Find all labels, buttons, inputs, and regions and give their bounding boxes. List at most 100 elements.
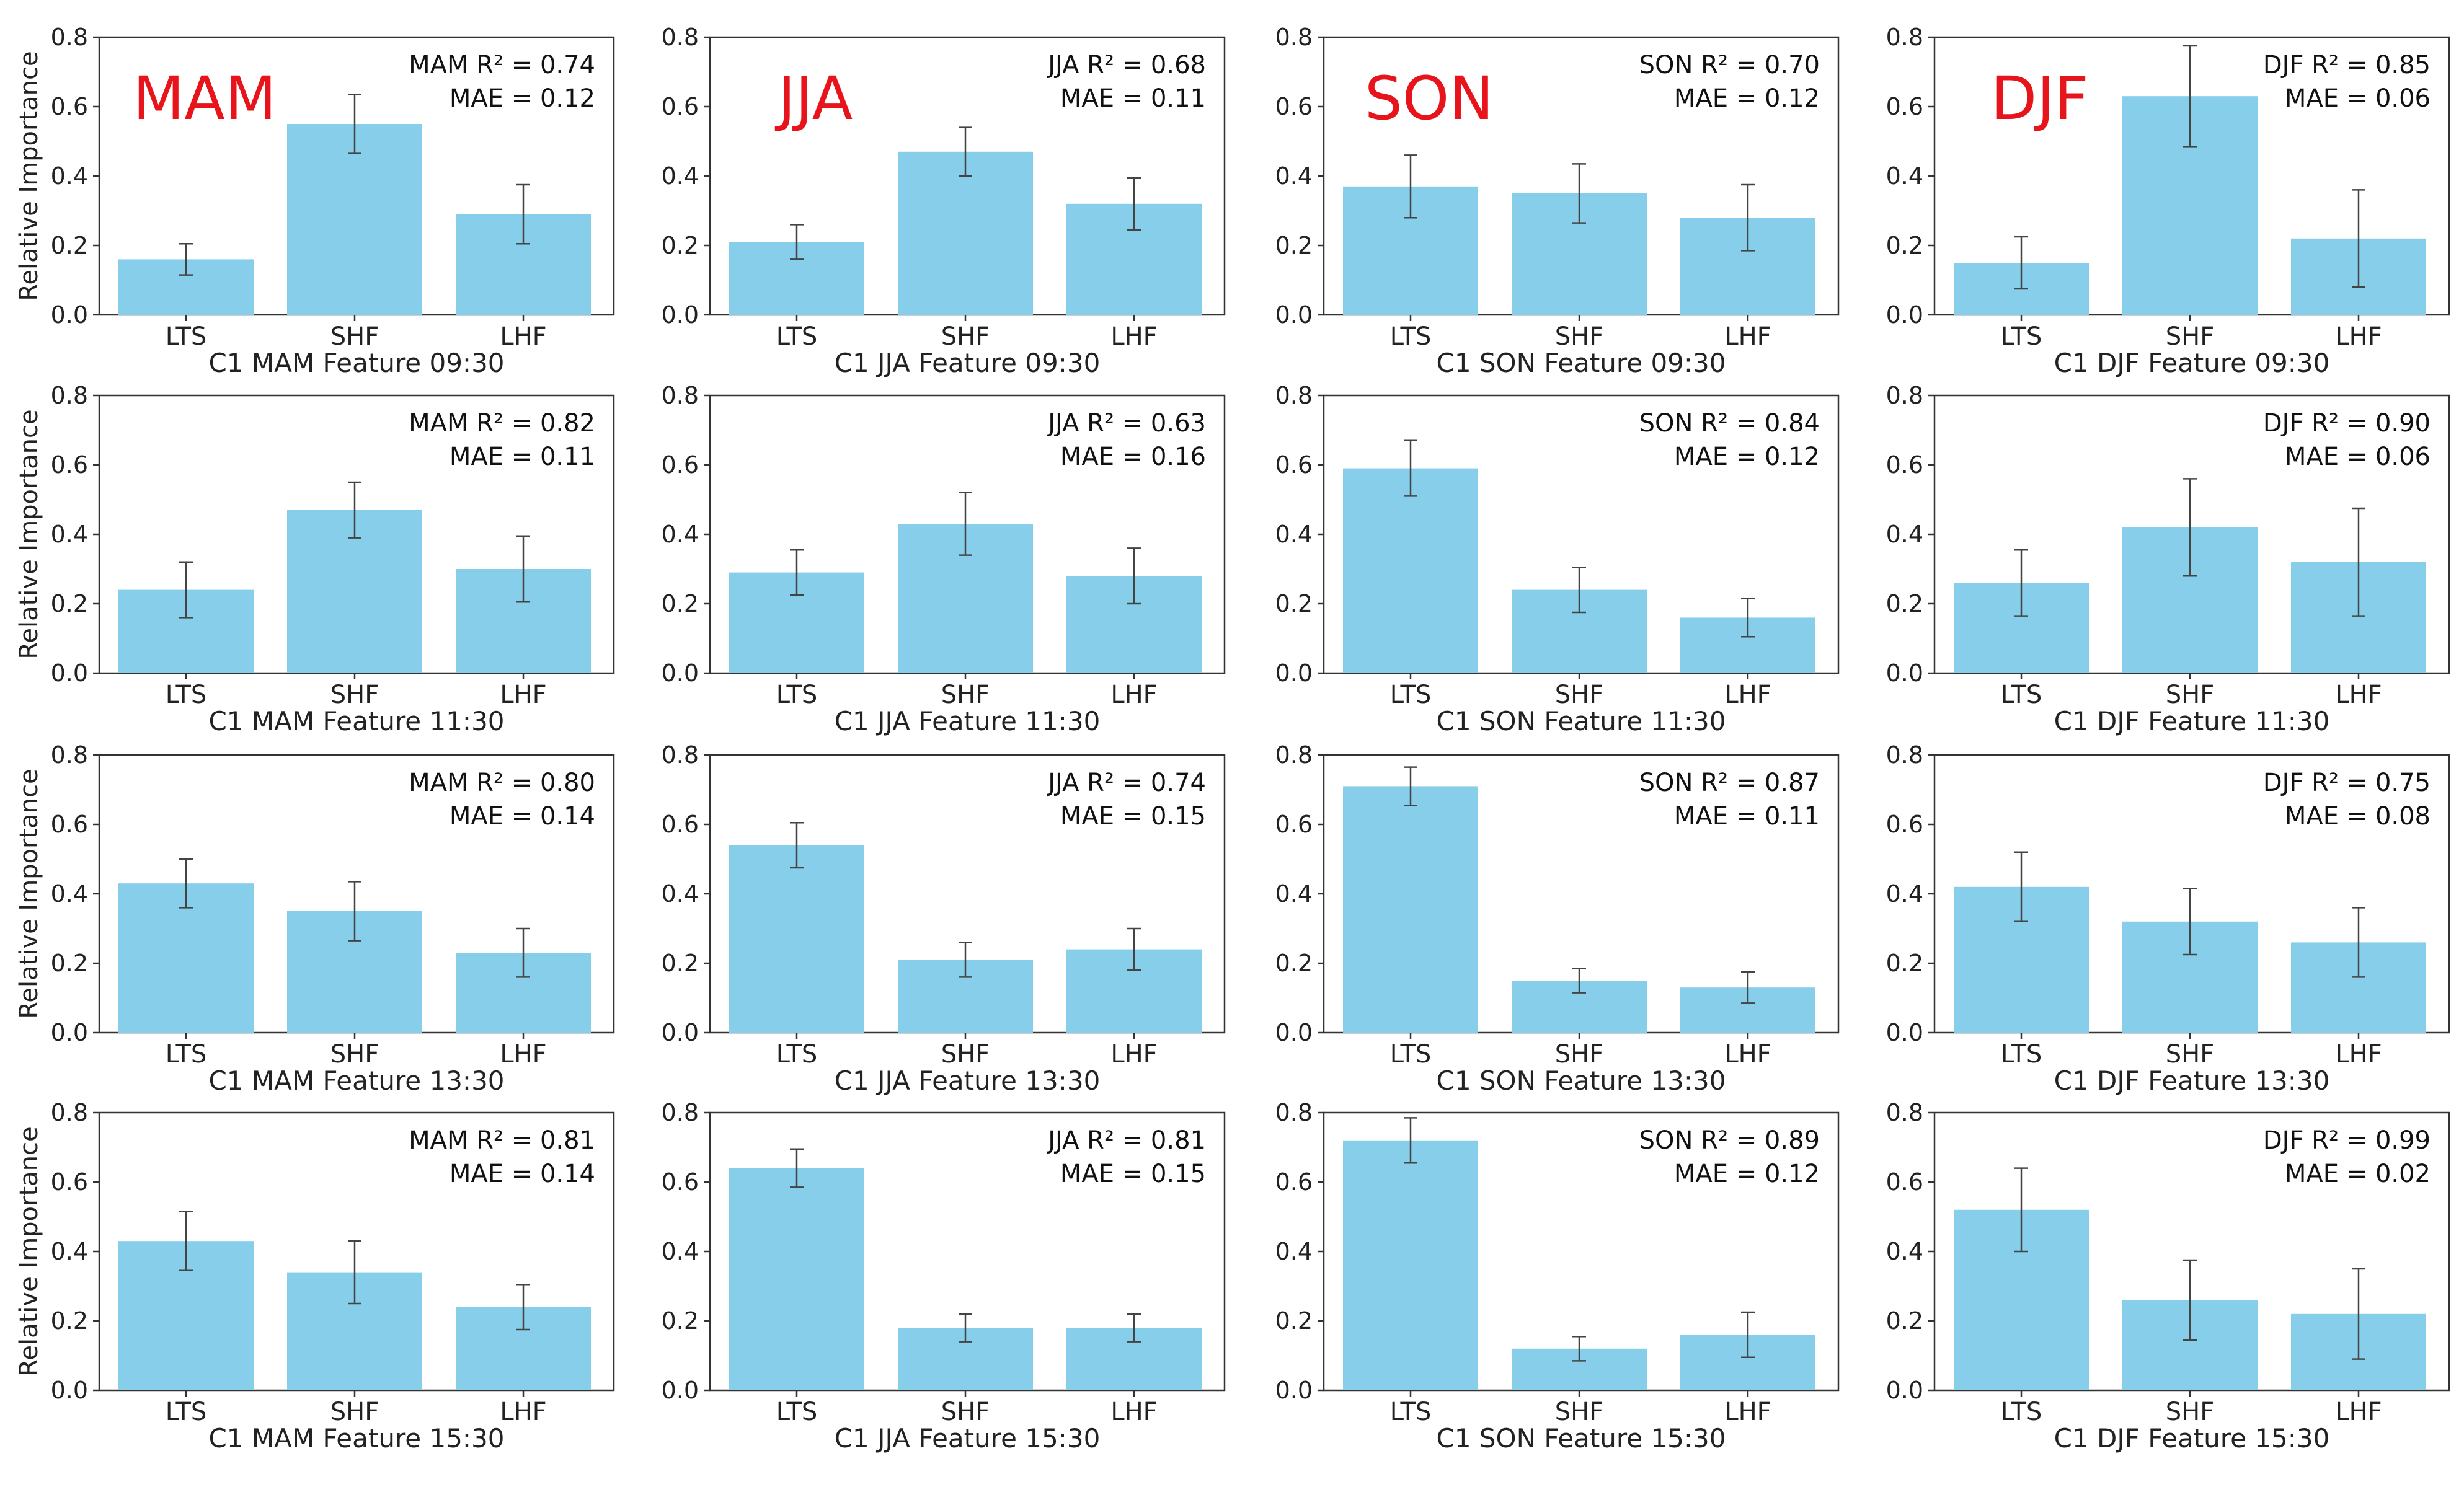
y-tick-label: 0.4 bbox=[51, 880, 88, 907]
chart-panel-jja-4: 0.0 0.2 0.4 0.6 0.8 LTS SHF LHF C1 JJA Feature 1… bbox=[662, 1099, 1226, 1454]
y-tick-label: 0.6 bbox=[51, 93, 88, 120]
mae-annotation: MAE = 0.06 bbox=[2285, 84, 2431, 113]
x-tick-label-lhf: LHF bbox=[1110, 681, 1157, 709]
y-tick-label: 0.4 bbox=[1275, 521, 1313, 548]
r2-annotation: DJF R² = 0.75 bbox=[2263, 769, 2431, 797]
y-tick-label: 0.8 bbox=[1886, 24, 1923, 51]
y-tick-label: 0.0 bbox=[1275, 1019, 1313, 1046]
y-tick-label: 0.4 bbox=[662, 521, 699, 548]
x-tick-label-shf: SHF bbox=[330, 322, 379, 351]
x-tick-label-lts: LTS bbox=[776, 1040, 818, 1069]
mae-annotation: MAE = 0.14 bbox=[450, 1160, 595, 1188]
y-tick-label: 0.8 bbox=[1275, 24, 1313, 51]
y-tick-label: 0.6 bbox=[1886, 811, 1923, 838]
y-tick-label: 0.0 bbox=[1886, 301, 1923, 329]
r2-annotation: SON R² = 0.70 bbox=[1639, 51, 1820, 79]
r2-annotation: SON R² = 0.89 bbox=[1639, 1126, 1820, 1155]
y-tick-label: 0.2 bbox=[1886, 950, 1923, 977]
x-tick-label-lts: LTS bbox=[166, 1040, 207, 1069]
y-tick-label: 0.0 bbox=[662, 660, 699, 687]
bar-lts bbox=[729, 1168, 864, 1390]
y-tick-label: 0.0 bbox=[1886, 660, 1923, 687]
x-axis-title: C1 DJF Feature 11:30 bbox=[2054, 706, 2330, 736]
r2-annotation: MAM R² = 0.82 bbox=[409, 409, 595, 438]
y-tick-label: 0.2 bbox=[1886, 1307, 1923, 1335]
mae-annotation: MAE = 0.16 bbox=[1060, 443, 1206, 471]
y-tick-label: 0.0 bbox=[51, 660, 88, 687]
x-tick-label-lts: LTS bbox=[1390, 681, 1432, 709]
y-tick-label: 0.6 bbox=[51, 451, 88, 479]
chart-panel-jja-2: 0.0 0.2 0.4 0.6 0.8 LTS SHF LHF C1 JJA Feature 1… bbox=[662, 382, 1226, 736]
mae-annotation: MAE = 0.06 bbox=[2285, 443, 2431, 471]
x-axis-title: C1 DJF Feature 09:30 bbox=[2054, 348, 2330, 378]
x-tick-label-lhf: LHF bbox=[1724, 1398, 1771, 1426]
y-tick-label: 0.8 bbox=[51, 741, 88, 769]
y-tick-label: 0.0 bbox=[662, 1019, 699, 1046]
y-tick-label: 0.4 bbox=[662, 1238, 699, 1265]
bar-lts bbox=[1343, 786, 1478, 1033]
mae-annotation: MAE = 0.11 bbox=[1674, 802, 1820, 831]
x-tick-label-lts: LTS bbox=[1390, 1398, 1432, 1426]
mae-annotation: MAE = 0.15 bbox=[1060, 802, 1206, 831]
x-tick-label-lhf: LHF bbox=[2335, 322, 2382, 351]
bar-shf bbox=[898, 151, 1033, 315]
x-tick-label-shf: SHF bbox=[941, 681, 990, 709]
y-axis-title: Relative Importance bbox=[15, 1126, 43, 1376]
bar-lts bbox=[1343, 468, 1478, 673]
mae-annotation: MAE = 0.15 bbox=[1060, 1160, 1206, 1188]
season-label-mam: MAM bbox=[133, 64, 276, 133]
season-label-djf: DJF bbox=[1991, 64, 2088, 133]
y-tick-label: 0.0 bbox=[1275, 660, 1313, 687]
y-tick-label: 0.4 bbox=[1886, 162, 1923, 190]
mae-annotation: MAE = 0.12 bbox=[1674, 1160, 1820, 1188]
y-tick-label: 0.4 bbox=[1886, 880, 1923, 907]
y-tick-label: 0.4 bbox=[1275, 162, 1313, 190]
x-tick-label-lts: LTS bbox=[166, 1398, 207, 1426]
y-tick-label: 0.6 bbox=[1886, 451, 1923, 479]
bar-shf bbox=[287, 124, 422, 315]
y-tick-label: 0.6 bbox=[662, 811, 699, 838]
y-tick-label: 0.4 bbox=[51, 162, 88, 190]
y-tick-label: 0.6 bbox=[1275, 451, 1313, 479]
y-tick-label: 0.2 bbox=[662, 950, 699, 977]
mae-annotation: MAE = 0.12 bbox=[1674, 443, 1820, 471]
r2-annotation: JJA R² = 0.68 bbox=[1046, 51, 1206, 79]
y-tick-label: 0.6 bbox=[1275, 93, 1313, 120]
y-tick-label: 0.8 bbox=[1886, 382, 1923, 409]
mae-annotation: MAE = 0.12 bbox=[450, 84, 595, 113]
bar-lts bbox=[1343, 1140, 1478, 1390]
y-tick-label: 0.2 bbox=[1275, 950, 1313, 977]
r2-annotation: JJA R² = 0.74 bbox=[1046, 769, 1206, 797]
x-tick-label-lhf: LHF bbox=[2335, 1398, 2382, 1426]
x-axis-title: C1 JJA Feature 13:30 bbox=[835, 1066, 1101, 1096]
x-tick-label-lhf: LHF bbox=[1724, 681, 1771, 709]
y-tick-label: 0.0 bbox=[1275, 301, 1313, 329]
chart-panel-jja-3: 0.0 0.2 0.4 0.6 0.8 LTS SHF LHF C1 JJA Feature 1… bbox=[662, 741, 1226, 1096]
bar-lts bbox=[729, 845, 864, 1033]
r2-annotation: DJF R² = 0.99 bbox=[2263, 1126, 2431, 1155]
x-tick-label-lhf: LHF bbox=[1724, 322, 1771, 351]
y-tick-label: 0.8 bbox=[662, 24, 699, 51]
y-tick-label: 0.2 bbox=[51, 950, 88, 977]
r2-annotation: JJA R² = 0.81 bbox=[1046, 1126, 1206, 1155]
x-axis-title: C1 SON Feature 15:30 bbox=[1437, 1423, 1726, 1454]
x-tick-label-lts: LTS bbox=[1390, 1040, 1432, 1069]
y-tick-label: 0.2 bbox=[51, 1307, 88, 1335]
y-tick-label: 0.2 bbox=[51, 232, 88, 259]
x-tick-label-shf: SHF bbox=[330, 681, 379, 709]
y-tick-label: 0.8 bbox=[51, 382, 88, 409]
r2-annotation: MAM R² = 0.74 bbox=[409, 51, 595, 79]
x-tick-label-shf: SHF bbox=[2166, 1398, 2214, 1426]
x-tick-label-lts: LTS bbox=[776, 322, 818, 351]
x-tick-label-shf: SHF bbox=[941, 1040, 990, 1069]
y-tick-label: 0.2 bbox=[662, 590, 699, 617]
